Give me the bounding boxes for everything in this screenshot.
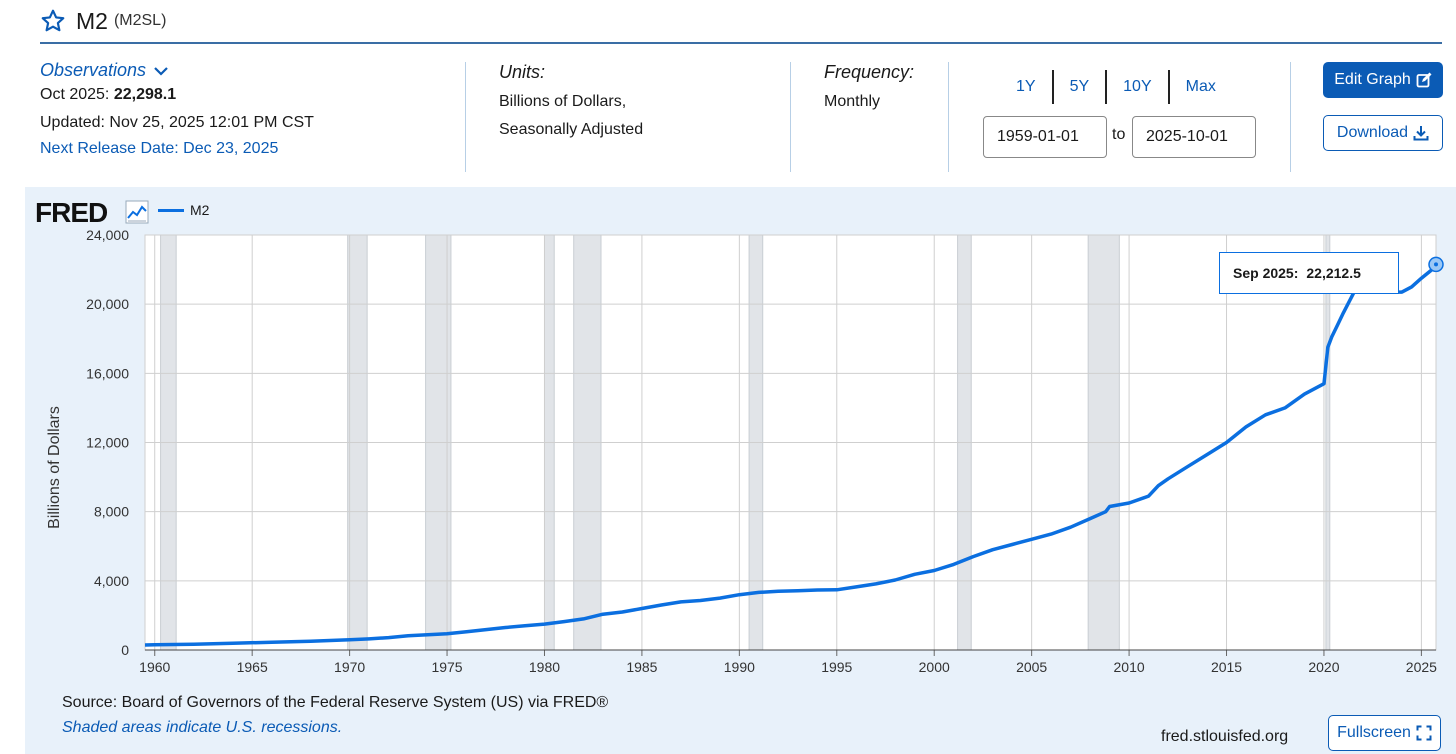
chart-canvas[interactable]: 0 4,000 8,000 12,000 16,000 20,000 24,000 1960 1… <box>25 187 1456 687</box>
x-tick-label: 1970 <box>334 659 365 675</box>
units-line-1: Billions of Dollars, <box>499 93 627 110</box>
x-tick-label: 2020 <box>1308 659 1339 675</box>
legend-swatch <box>158 209 184 212</box>
divider <box>948 62 949 172</box>
meta-row: Observations Oct 2025: 22,298.1 Updated:… <box>0 52 1456 182</box>
latest-observation: Oct 2025: 22,298.1 <box>40 81 314 109</box>
x-tick-label: 2025 <box>1406 659 1437 675</box>
latest-label: Oct 2025: <box>40 86 110 103</box>
y-tick-label: 0 <box>121 642 129 658</box>
range-5y-button[interactable]: 5Y <box>1054 70 1108 104</box>
tooltip-value: 22,212.5 <box>1306 265 1361 281</box>
edit-graph-label: Edit Graph <box>1334 71 1411 88</box>
y-tick-label: 12,000 <box>86 435 129 451</box>
x-tick-label: 2015 <box>1211 659 1242 675</box>
range-1y-button[interactable]: 1Y <box>1000 70 1054 104</box>
edit-graph-button[interactable]: Edit Graph <box>1323 62 1443 98</box>
tooltip-label: Sep 2025: <box>1233 265 1299 281</box>
start-date-input[interactable] <box>983 116 1107 158</box>
series-title: M2 <box>76 7 108 34</box>
data-tooltip: Sep 2025: 22,212.5 <box>1219 252 1399 294</box>
range-max-button[interactable]: Max <box>1185 78 1216 95</box>
frequency-label: Frequency: <box>824 62 915 82</box>
download-label: Download <box>1336 124 1409 141</box>
fullscreen-button[interactable]: Fullscreen <box>1328 715 1441 751</box>
end-date-input[interactable] <box>1132 116 1256 158</box>
updated-text: Updated: Nov 25, 2025 12:01 PM CST <box>40 114 314 131</box>
observations-label: Observations <box>40 60 147 80</box>
edit-icon <box>1416 72 1432 88</box>
divider <box>465 62 466 172</box>
fullscreen-label: Fullscreen <box>1337 724 1411 741</box>
recession-note: Shaded areas indicate U.S. recessions. <box>62 719 343 736</box>
observations-section: Observations Oct 2025: 22,298.1 Updated:… <box>40 60 314 161</box>
fred-logo: FRED <box>35 197 108 228</box>
download-button[interactable]: Download <box>1323 115 1443 151</box>
next-release-link[interactable]: Next Release Date: Dec 23, 2025 <box>40 140 279 157</box>
y-tick-label: 4,000 <box>94 573 129 589</box>
to-label: to <box>1112 126 1126 143</box>
fullscreen-icon <box>1416 725 1432 741</box>
chevron-down-icon <box>154 66 168 76</box>
units-line-2: Seasonally Adjusted <box>499 121 644 138</box>
site-url: fred.stlouisfed.org <box>1161 728 1289 745</box>
y-tick-label: 24,000 <box>86 227 129 243</box>
highlight-point-center <box>1434 262 1438 267</box>
series-header: M2 (M2SL) <box>40 0 1442 44</box>
x-tick-label: 1975 <box>431 659 462 675</box>
star-icon[interactable] <box>40 8 66 34</box>
y-tick-label: 16,000 <box>86 365 129 381</box>
source-text: Source: Board of Governors of the Federa… <box>62 694 609 711</box>
series-line-m2 <box>144 263 1438 647</box>
divider <box>790 62 791 172</box>
y-tick-label: 20,000 <box>86 296 129 312</box>
divider <box>1290 62 1291 172</box>
frequency-section: Frequency: Monthly <box>824 60 914 116</box>
series-code: (M2SL) <box>113 12 167 29</box>
range-10y-button[interactable]: 10Y <box>1107 70 1170 104</box>
x-tick-label: 1995 <box>821 659 852 675</box>
x-tick-label: 1965 <box>237 659 268 675</box>
x-tick-label: 1980 <box>529 659 560 675</box>
line-chart-icon[interactable] <box>125 200 149 224</box>
x-tick-label: 1990 <box>724 659 755 675</box>
x-tick-label: 2010 <box>1114 659 1145 675</box>
chart-panel: FRED M2 0 4,000 8,000 12,000 16,000 20,000 24,… <box>25 187 1456 754</box>
units-section: Units: Billions of Dollars, Seasonally A… <box>499 60 643 144</box>
y-tick-label: 8,000 <box>94 504 129 520</box>
x-tick-label: 2005 <box>1016 659 1047 675</box>
frequency-value: Monthly <box>824 93 881 110</box>
observations-toggle[interactable]: Observations <box>40 60 314 81</box>
y-axis-label: Billions of Dollars <box>46 406 63 529</box>
download-icon <box>1413 126 1429 141</box>
latest-value: 22,298.1 <box>113 86 177 103</box>
x-tick-label: 1960 <box>139 659 170 675</box>
x-tick-label: 2000 <box>919 659 950 675</box>
x-tick-label: 1985 <box>626 659 657 675</box>
range-buttons: 1Y 5Y 10Y Max <box>1000 70 1232 104</box>
legend-label: M2 <box>190 202 210 218</box>
units-label: Units: <box>499 62 546 82</box>
